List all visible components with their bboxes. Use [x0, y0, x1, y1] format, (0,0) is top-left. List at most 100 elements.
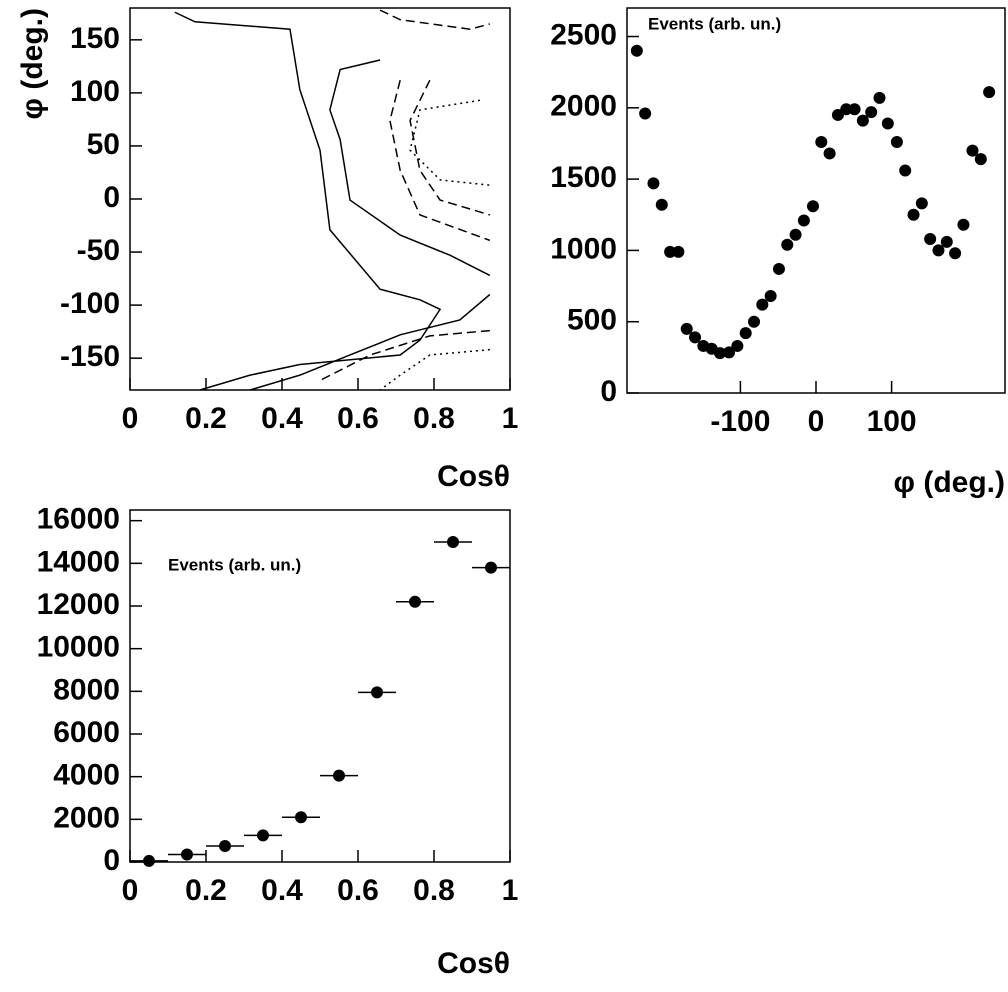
x-tick-label: 0 — [122, 402, 139, 435]
axis-label: Events (arb. un.) — [168, 555, 301, 574]
data-point — [143, 854, 155, 867]
contour-line — [379, 348, 490, 391]
data-point — [672, 245, 685, 258]
y-axis-title: φ (deg.) — [16, 8, 49, 119]
y-tick-label: 1000 — [550, 232, 617, 265]
data-point — [764, 290, 777, 303]
y-tick-label: 2000 — [53, 801, 120, 834]
x-tick-label: 0.8 — [413, 874, 455, 907]
x-tick-label: 0 — [122, 874, 139, 907]
plot-frame — [626, 7, 1006, 394]
y-tick-label: 10000 — [37, 631, 120, 664]
y-tick-label: -100 — [60, 287, 120, 320]
y-tick-label: -150 — [60, 340, 120, 373]
data-point — [881, 117, 894, 130]
data-point — [865, 106, 878, 119]
y-tick-label: 1500 — [550, 161, 617, 194]
x-axis-title: Cosθ — [437, 460, 510, 493]
y-tick-label: 50 — [87, 128, 120, 161]
x-tick-label: -100 — [710, 405, 770, 438]
data-point — [781, 238, 794, 251]
y-tick-label: 0 — [600, 375, 617, 408]
data-point — [723, 346, 736, 359]
y-tick-label: 2000 — [550, 90, 617, 123]
data-point — [983, 86, 996, 99]
data-point — [915, 197, 928, 210]
data-point — [680, 322, 693, 335]
y-tick-label: 8000 — [53, 673, 120, 706]
plot-frame — [129, 7, 511, 391]
data-point — [447, 536, 459, 548]
y-tick-label: 12000 — [37, 588, 120, 621]
data-point — [756, 298, 769, 311]
data-point — [409, 595, 421, 608]
data-point — [731, 339, 744, 352]
x-tick-label: 0.6 — [337, 874, 379, 907]
data-point — [485, 561, 497, 574]
x-axis-title: Cosθ — [437, 947, 510, 980]
data-point — [639, 107, 652, 120]
x-axis-title: φ (deg.) — [894, 466, 1005, 499]
x-tick-label: 0 — [808, 405, 825, 438]
data-point — [789, 228, 802, 241]
data-point — [957, 218, 970, 231]
data-point — [966, 144, 979, 157]
data-point — [664, 245, 677, 258]
data-point — [899, 164, 912, 177]
x-tick-label: 0.6 — [337, 402, 379, 435]
x-tick-label: 1 — [502, 874, 519, 907]
contour-line — [249, 293, 491, 391]
data-point — [748, 315, 761, 328]
y-tick-label: 150 — [70, 22, 120, 55]
data-point — [333, 769, 345, 782]
axis-label: Events (arb. un.) — [648, 14, 781, 33]
data-point — [295, 811, 307, 824]
data-point — [181, 848, 193, 861]
data-point — [797, 214, 810, 227]
data-point — [907, 208, 920, 221]
contour-line — [174, 11, 442, 391]
y-tick-label: 6000 — [53, 716, 120, 749]
x-tick-label: 0.4 — [261, 874, 303, 907]
plot-frame — [129, 509, 511, 863]
y-tick-label: 0 — [103, 844, 120, 877]
data-point — [856, 114, 869, 127]
data-point — [823, 147, 836, 160]
x-tick-label: 0.2 — [185, 874, 227, 907]
data-point — [873, 91, 886, 104]
contour-line — [329, 59, 491, 277]
y-tick-label: 4000 — [53, 759, 120, 792]
data-point — [815, 136, 828, 149]
x-tick-label: 0.8 — [413, 402, 455, 435]
data-point — [848, 103, 861, 116]
contour-line — [389, 79, 491, 242]
data-point — [713, 347, 726, 360]
contour-line — [379, 9, 491, 30]
y-tick-label: 0 — [103, 181, 120, 214]
data-point — [655, 198, 668, 211]
data-point — [890, 136, 903, 149]
data-point — [974, 153, 987, 166]
data-point — [806, 200, 819, 213]
data-point — [840, 103, 853, 116]
data-point — [940, 235, 953, 248]
x-tick-label: 100 — [867, 405, 917, 438]
data-point — [949, 247, 962, 260]
data-point — [772, 262, 785, 275]
y-tick-label: 2500 — [550, 18, 617, 51]
y-tick-label: 100 — [70, 75, 120, 108]
data-point — [257, 829, 269, 842]
data-point — [932, 244, 945, 257]
data-point — [219, 840, 231, 852]
y-tick-label: 500 — [567, 304, 617, 337]
x-tick-label: 0.2 — [185, 402, 227, 435]
data-point — [647, 177, 660, 190]
data-point — [689, 331, 702, 344]
x-tick-label: 1 — [502, 402, 519, 435]
x-tick-label: 0.4 — [261, 402, 303, 435]
data-point — [739, 327, 752, 340]
y-tick-label: 14000 — [37, 545, 120, 578]
y-tick-label: 16000 — [37, 503, 120, 536]
data-point — [630, 44, 643, 57]
